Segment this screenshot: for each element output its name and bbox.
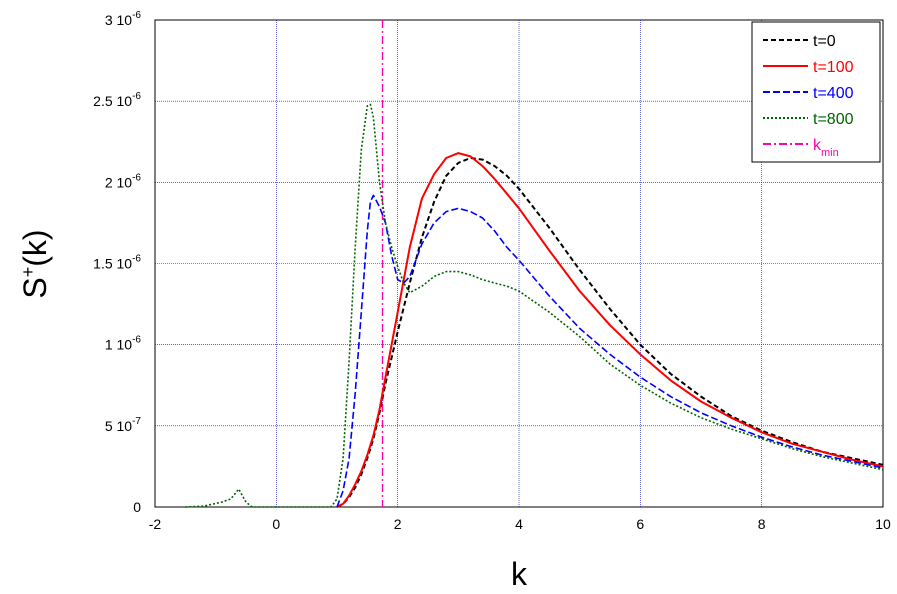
legend-label-subscript: min bbox=[821, 147, 839, 159]
y-tick-label: 5 10-7 bbox=[105, 416, 142, 434]
y-axis-title-text: S+(k) bbox=[17, 229, 53, 298]
legend: t=0 t=100 t=400 t=800 kmin bbox=[751, 21, 881, 163]
y-axis-title: S+(k) bbox=[17, 229, 53, 298]
y-axis-title-tail: (k) bbox=[17, 229, 53, 266]
legend-label: t=800 bbox=[813, 111, 854, 128]
y-tick-exponent: -6 bbox=[132, 254, 141, 265]
y-tick-exponent: -6 bbox=[132, 335, 141, 346]
x-tick-label: 10 bbox=[875, 516, 891, 532]
series-line-t-800 bbox=[185, 103, 884, 508]
legend-label-text: t=0 bbox=[813, 33, 836, 50]
series-layer bbox=[185, 103, 884, 508]
y-tick-label: 1.5 10-6 bbox=[93, 254, 141, 272]
y-axis-title-base: S bbox=[17, 277, 53, 298]
x-tick-label: 2 bbox=[394, 516, 402, 532]
y-tick-label: 1 10-6 bbox=[105, 335, 142, 353]
y-tick-mantissa: 3 10 bbox=[105, 12, 132, 28]
legend-label-text: k bbox=[813, 137, 822, 154]
y-tick-mantissa: 5 10 bbox=[105, 418, 132, 434]
x-tick-label: 8 bbox=[758, 516, 766, 532]
x-tick-label: 4 bbox=[515, 516, 523, 532]
x-tick-label: 0 bbox=[272, 516, 280, 532]
y-tick-exponent: -6 bbox=[132, 172, 141, 183]
legend-label: kmin bbox=[813, 137, 839, 159]
legend-label: t=100 bbox=[813, 59, 854, 76]
y-tick-mantissa: 2.5 10 bbox=[93, 93, 132, 109]
y-tick-mantissa: 2 10 bbox=[105, 174, 132, 190]
y-tick-mantissa: 1 10 bbox=[105, 337, 132, 353]
x-tick-label: -2 bbox=[149, 516, 162, 532]
y-tick-label: 2.5 10-6 bbox=[93, 91, 141, 109]
legend-label: t=400 bbox=[813, 85, 854, 102]
y-tick-label: 0 bbox=[133, 499, 141, 515]
x-tick-label: 6 bbox=[636, 516, 644, 532]
y-axis-title-sup: + bbox=[18, 267, 38, 278]
x-axis-title: k bbox=[511, 556, 528, 592]
legend-label: t=0 bbox=[813, 33, 836, 50]
legend-label-text: t=800 bbox=[813, 111, 854, 128]
y-tick-mantissa: 1.5 10 bbox=[93, 256, 132, 272]
y-tick-exponent: -7 bbox=[132, 416, 141, 427]
y-tick-exponent: -6 bbox=[132, 10, 141, 21]
y-tick-label: 2 10-6 bbox=[105, 172, 142, 190]
y-tick-exponent: -6 bbox=[132, 91, 141, 102]
legend-label-text: t=400 bbox=[813, 85, 854, 102]
y-tick-mantissa: 0 bbox=[133, 499, 141, 515]
series-line-t-100 bbox=[336, 152, 884, 508]
grid bbox=[155, 20, 883, 507]
legend-label-text: t=100 bbox=[813, 59, 854, 76]
y-tick-label: 3 10-6 bbox=[105, 10, 142, 28]
